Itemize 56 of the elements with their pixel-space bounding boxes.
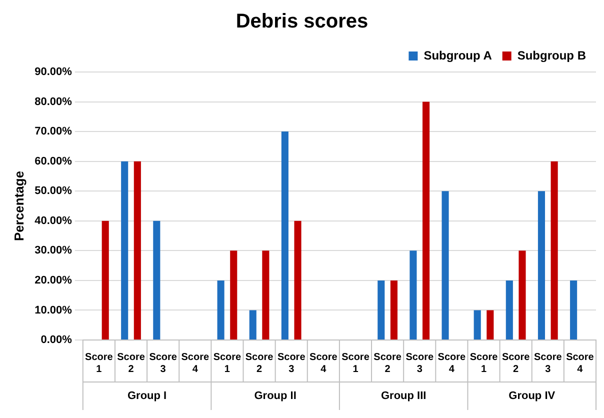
x-tick-label: Score 3	[277, 352, 306, 375]
chart-title: Debris scores	[236, 10, 368, 33]
x-tick-label: Score 4	[566, 352, 594, 375]
bar	[262, 250, 270, 340]
bar	[474, 310, 481, 340]
x-tick-label: Score 4	[310, 352, 338, 375]
x-tick-label: Score 1	[342, 352, 370, 375]
y-tick-label: 0.00%	[40, 334, 72, 346]
bar	[410, 250, 417, 340]
text: Group I	[127, 390, 167, 402]
y-tick-label: 10.00%	[34, 304, 72, 316]
bar	[102, 220, 109, 340]
x-tick-label: Score 2	[117, 352, 146, 375]
bar	[538, 191, 546, 340]
bar	[230, 250, 238, 340]
x-tick-label: Score 1	[213, 352, 242, 375]
y-axis-title: Percentage	[11, 170, 26, 242]
x-tick-label: Score 2	[245, 352, 274, 375]
y-tick-label: 40.00%	[34, 214, 72, 227]
bar	[249, 310, 256, 340]
bar	[378, 280, 385, 340]
y-tick-label: 90.00%	[34, 66, 72, 78]
bar	[422, 102, 430, 340]
y-tick-label: 60.00%	[34, 155, 72, 168]
bar	[153, 220, 160, 340]
bar	[550, 161, 558, 340]
bar	[506, 280, 513, 340]
text: Group II	[254, 390, 296, 402]
y-tick-label: 20.00%	[34, 274, 72, 286]
y-tick-label: 50.00%	[34, 185, 72, 198]
bar	[294, 220, 302, 340]
x-tick-label: Score 3	[149, 352, 178, 375]
bar	[134, 161, 141, 340]
y-tick-label: 30.00%	[34, 244, 72, 257]
x-tick-label: Score 1	[470, 352, 498, 375]
text: Group IV	[508, 390, 556, 402]
x-tick-label: Score 3	[406, 352, 434, 375]
bar	[390, 280, 398, 340]
bar	[570, 280, 578, 340]
bar	[486, 310, 494, 340]
bar	[281, 132, 288, 340]
x-tick-label: Score 3	[534, 352, 562, 375]
x-tick-label: Score 4	[438, 352, 466, 375]
x-tick-label: Score 2	[502, 352, 530, 375]
bar	[518, 250, 526, 340]
legend-label: Subgroup A	[424, 48, 492, 62]
x-tick-label: Score 1	[85, 352, 114, 375]
text: Group III	[380, 390, 426, 402]
y-tick-label: 80.00%	[34, 96, 72, 108]
bar	[217, 280, 224, 340]
x-tick-label: Score 2	[374, 352, 402, 375]
bar	[442, 191, 449, 340]
legend-label: Subgroup B	[517, 48, 586, 62]
bar	[121, 161, 128, 340]
y-tick-label: 70.00%	[34, 126, 72, 138]
x-tick-label: Score 4	[181, 352, 210, 375]
